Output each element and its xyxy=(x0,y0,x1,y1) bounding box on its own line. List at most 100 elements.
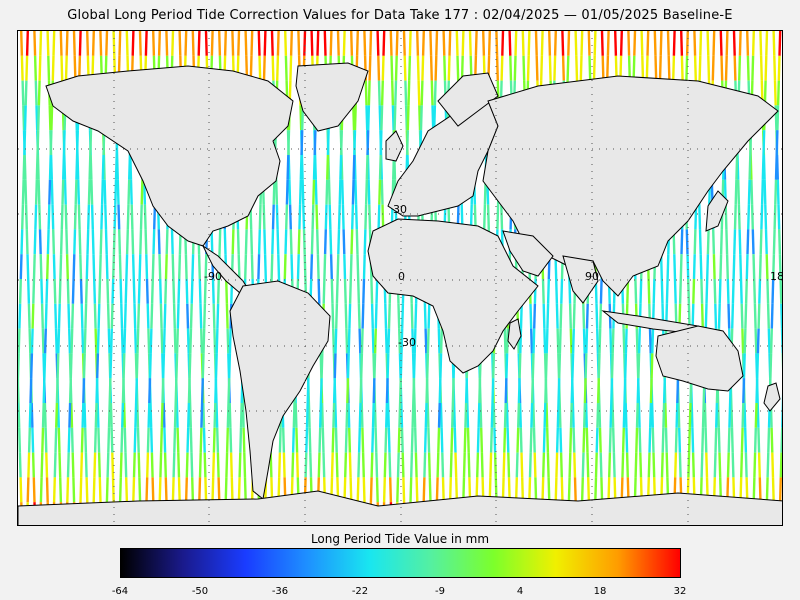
tide-track-segment xyxy=(664,402,668,428)
tide-track-segment xyxy=(410,452,414,478)
tide-track-segment xyxy=(526,55,530,81)
tide-track-segment xyxy=(633,31,637,56)
tide-track-segment xyxy=(45,477,49,503)
tide-track-segment xyxy=(354,179,358,205)
tide-track-segment xyxy=(81,402,85,428)
tide-track-segment xyxy=(598,427,602,453)
tide-track-segment xyxy=(740,427,744,453)
uk-landmass xyxy=(385,130,404,162)
tide-track-segment xyxy=(719,254,723,280)
tide-track-segment xyxy=(672,55,676,81)
tide-track-segment xyxy=(94,402,98,428)
tide-track-segment xyxy=(92,477,96,503)
tide-track-segment xyxy=(752,254,756,280)
tide-track-segment xyxy=(350,31,354,56)
tide-track-segment xyxy=(321,427,325,453)
tide-track-segment xyxy=(412,378,416,404)
tide-track-segment xyxy=(387,427,391,453)
tide-track-segment xyxy=(160,328,164,354)
tide-track-segment xyxy=(452,402,456,428)
tide-track-segment xyxy=(38,204,42,230)
tide-track-segment xyxy=(308,427,312,453)
tide-track-segment xyxy=(97,303,101,329)
tide-track-segment xyxy=(131,229,135,255)
tide-track-segment xyxy=(136,402,140,428)
tide-track-segment xyxy=(412,353,416,379)
tide-track-segment xyxy=(666,254,670,280)
tide-track-segment xyxy=(366,130,370,156)
tide-track-segment xyxy=(225,427,229,453)
tide-track-segment xyxy=(218,31,222,56)
tide-track-segment xyxy=(27,303,31,329)
tide-track-segment xyxy=(468,31,472,56)
tide-track-segment xyxy=(103,179,107,205)
tide-track-segment xyxy=(731,303,735,329)
tide-track-segment xyxy=(516,427,520,453)
tide-track-segment xyxy=(727,303,731,329)
tide-track-segment xyxy=(364,204,368,230)
tide-track-segment xyxy=(145,477,149,503)
tide-track-segment xyxy=(342,31,346,56)
tide-track-segment xyxy=(622,328,626,354)
tide-track-segment xyxy=(177,452,181,478)
tide-track-segment xyxy=(541,278,545,304)
tide-track-segment xyxy=(368,204,372,230)
tide-track-segment xyxy=(345,328,349,354)
tide-track-segment xyxy=(41,328,45,354)
tide-track-segment xyxy=(546,278,550,304)
tide-track-segment xyxy=(316,254,320,280)
tide-track-segment xyxy=(230,477,234,503)
colorbar-tick: 32 xyxy=(673,586,687,597)
tide-track-segment xyxy=(461,31,465,56)
tide-track-segment xyxy=(567,477,571,503)
tide-track-segment xyxy=(150,303,154,329)
tide-track-segment xyxy=(91,31,95,56)
tide-track-segment xyxy=(71,278,75,304)
tide-track-segment xyxy=(374,427,378,453)
tide-track-segment xyxy=(355,229,359,255)
tide-track-segment xyxy=(150,452,154,478)
tide-track-segment xyxy=(120,328,124,354)
tide-track-segment xyxy=(675,402,679,428)
tide-track-segment xyxy=(41,427,45,453)
tide-track-segment xyxy=(271,229,275,255)
tide-track-segment xyxy=(367,179,371,205)
tide-track-segment xyxy=(337,229,341,255)
tide-track-segment xyxy=(325,179,329,205)
tide-track-segment xyxy=(139,204,143,230)
tide-track-segment xyxy=(199,427,203,453)
tide-track-segment xyxy=(771,452,775,478)
tide-track-segment xyxy=(144,31,148,56)
tide-track-segment xyxy=(487,31,491,56)
tide-track-segment xyxy=(60,55,64,81)
tide-track-segment xyxy=(778,254,782,280)
tide-track-segment xyxy=(545,402,549,428)
tide-track-segment xyxy=(751,31,755,56)
tide-track-segment xyxy=(759,55,763,81)
tide-track-segment xyxy=(495,55,499,81)
tide-track-segment xyxy=(738,31,742,56)
tide-track-segment xyxy=(52,254,56,280)
tide-track-segment xyxy=(324,204,328,230)
tide-track-segment xyxy=(414,303,418,329)
tide-track-segment xyxy=(439,402,443,428)
tide-track-segment xyxy=(439,328,443,354)
tide-track-segment xyxy=(596,328,600,354)
tide-track-segment xyxy=(18,278,22,304)
tide-track-segment xyxy=(423,303,427,329)
tide-track-segment xyxy=(231,31,235,56)
tide-track-segment xyxy=(176,303,180,329)
tide-track-segment xyxy=(672,31,676,56)
tide-track-segment xyxy=(751,229,755,255)
tide-track-segment xyxy=(147,402,151,428)
tide-track-segment xyxy=(431,105,435,131)
tide-track-segment xyxy=(635,427,639,453)
lat-label-minus30: -30 xyxy=(398,336,416,349)
tide-track-segment xyxy=(70,402,74,428)
tide-track-segment xyxy=(24,179,28,205)
tide-track-segment xyxy=(59,254,63,280)
tide-track-segment xyxy=(348,452,352,478)
tide-track-segment xyxy=(361,303,365,329)
tide-track-segment xyxy=(389,31,393,56)
tide-track-segment xyxy=(397,303,401,329)
